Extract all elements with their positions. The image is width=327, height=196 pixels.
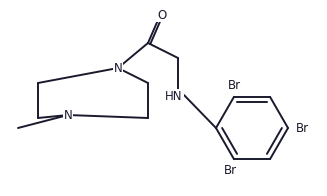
- Text: N: N: [113, 62, 122, 74]
- Text: N: N: [64, 109, 72, 122]
- Text: HN: HN: [165, 90, 183, 103]
- Text: Br: Br: [295, 122, 309, 134]
- Text: O: O: [157, 8, 167, 22]
- Text: Br: Br: [223, 164, 236, 177]
- Text: Br: Br: [228, 79, 241, 92]
